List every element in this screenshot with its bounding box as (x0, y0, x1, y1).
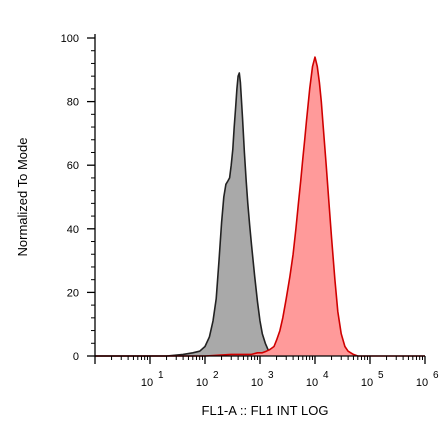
x-tick-base: 10 (416, 377, 428, 389)
x-ticks: 10 1 10 2 10 3 10 4 10 5 10 6 (94, 356, 439, 389)
x-tick-label: 10 3 (251, 370, 274, 389)
y-ticks: 0 20 40 60 80 100 (61, 33, 95, 363)
series-2-line (95, 56, 425, 357)
series-2-area (95, 57, 425, 356)
x-tick-label: 10 4 (306, 370, 329, 389)
x-tick-label: 10 5 (361, 370, 384, 389)
x-tick-exponent: 4 (323, 370, 329, 381)
x-tick-label: 10 2 (196, 370, 219, 389)
x-tick-base: 10 (306, 377, 318, 389)
series-layer (95, 56, 425, 357)
x-tick-exponent: 2 (213, 370, 219, 381)
x-tick-label: 10 1 (141, 370, 164, 389)
y-tick-label: 0 (73, 351, 79, 363)
x-tick-label: 10 6 (416, 370, 439, 389)
y-axis-label: Normalized To Mode (15, 138, 30, 257)
x-tick-base: 10 (141, 377, 153, 389)
x-tick-base: 10 (361, 377, 373, 389)
x-tick-exponent: 5 (378, 370, 384, 381)
series-1-area (95, 73, 287, 356)
x-axis-label: FL1-A :: FL1 INT LOG (202, 403, 329, 418)
y-tick-label: 60 (67, 160, 79, 172)
y-tick-label: 40 (67, 224, 79, 236)
x-tick-exponent: 6 (433, 370, 439, 381)
y-tick-label: 80 (67, 97, 79, 109)
y-tick-label: 20 (67, 287, 79, 299)
x-tick-exponent: 1 (158, 370, 164, 381)
x-tick-exponent: 3 (268, 370, 274, 381)
series-1-line (95, 72, 287, 357)
x-tick-base: 10 (196, 377, 208, 389)
y-tick-label: 100 (61, 33, 79, 45)
x-tick-base: 10 (251, 377, 263, 389)
